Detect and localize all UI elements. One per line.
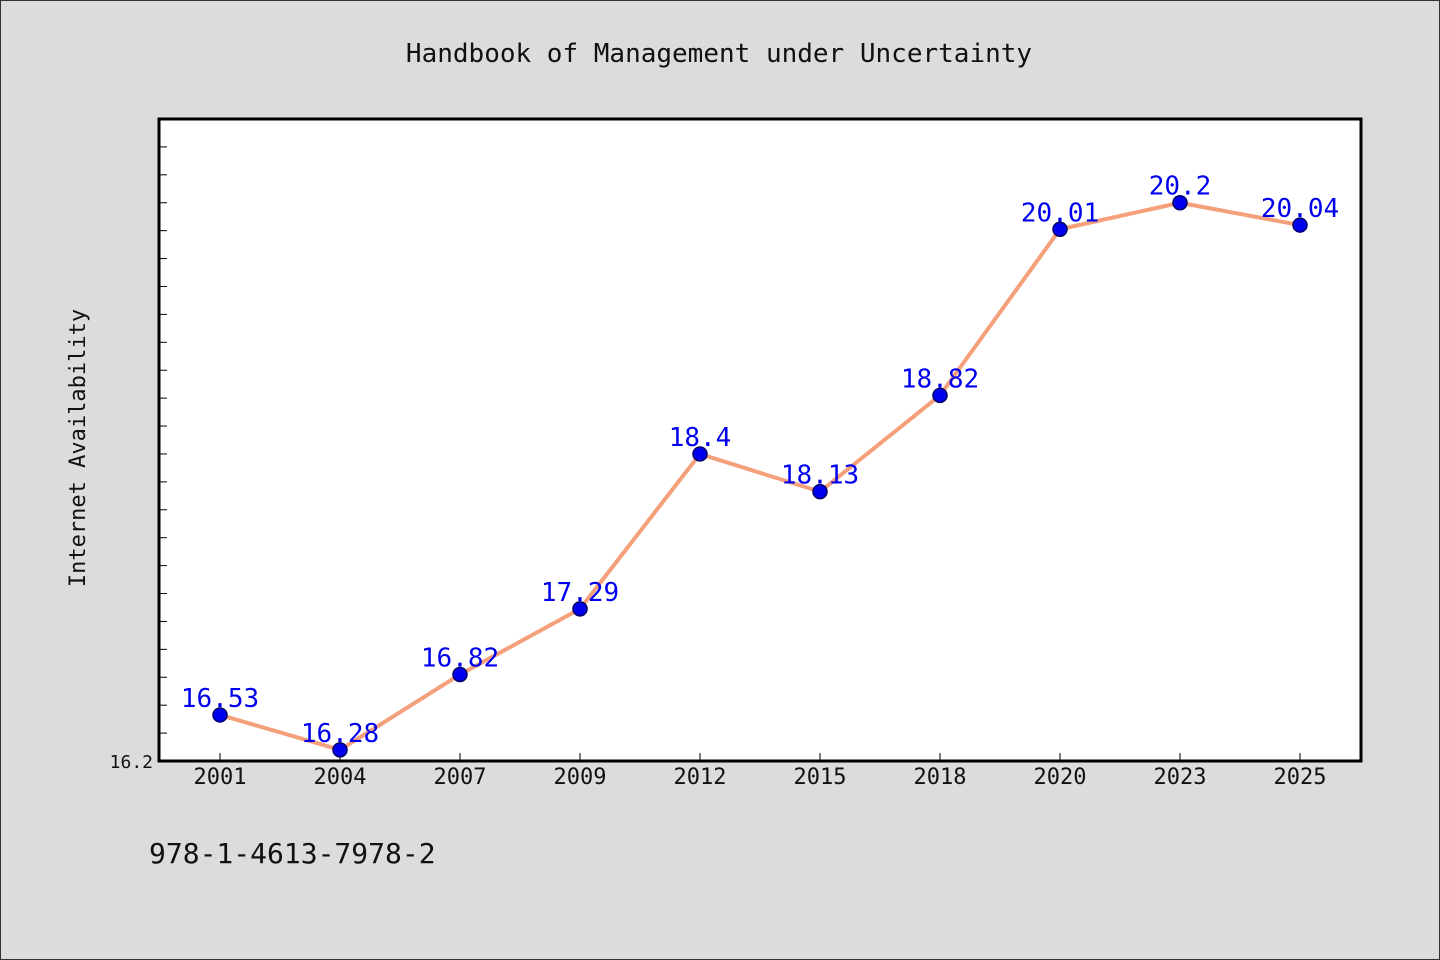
x-axis-ticks bbox=[219, 753, 1301, 761]
x-tick-label: 2001 bbox=[194, 765, 247, 790]
data-label: 20.01 bbox=[1021, 198, 1099, 228]
x-tick-label: 2015 bbox=[794, 765, 847, 790]
data-point bbox=[812, 483, 828, 500]
data-point bbox=[452, 666, 468, 683]
x-tick-label: 2009 bbox=[554, 765, 607, 790]
data-point bbox=[332, 742, 348, 758]
data-label: 17.29 bbox=[541, 578, 619, 608]
data-label: 20.04 bbox=[1261, 194, 1339, 224]
x-tick-label: 2023 bbox=[1154, 765, 1207, 790]
data-point bbox=[212, 707, 228, 723]
series-line bbox=[219, 200, 1301, 752]
data-label: 16.82 bbox=[421, 643, 499, 673]
data-point bbox=[932, 387, 948, 404]
data-labels: 16.53 16.28 16.82 17.29 18.4 18.13 18.82 20.01 2… bbox=[181, 172, 1339, 749]
data-label: 18.13 bbox=[781, 461, 859, 491]
x-tick-label: 2025 bbox=[1274, 765, 1327, 790]
isbn-footer: 978-1-4613-7978-2 bbox=[149, 837, 436, 870]
data-label: 18.4 bbox=[669, 423, 732, 453]
data-point bbox=[1292, 217, 1308, 233]
y-axis-ticks bbox=[159, 146, 167, 734]
x-tick-label: 2018 bbox=[914, 765, 967, 790]
x-tick-label: 2020 bbox=[1034, 765, 1087, 790]
y-tick-label: 16.2 bbox=[110, 752, 153, 773]
x-tick-label: 2004 bbox=[314, 765, 367, 790]
plot-area bbox=[157, 117, 1363, 763]
x-axis-tick-labels: 2001 2004 2007 2009 2012 2015 2018 2020 2023 2025 bbox=[194, 765, 1327, 790]
data-label: 16.28 bbox=[301, 719, 379, 749]
data-point bbox=[1172, 194, 1188, 211]
x-tick-label: 2012 bbox=[674, 765, 727, 790]
data-point bbox=[572, 601, 588, 617]
y-axis-label: Internet Availability bbox=[66, 309, 91, 587]
data-point-markers bbox=[212, 194, 1308, 758]
data-label: 18.82 bbox=[901, 364, 979, 394]
data-point bbox=[692, 446, 708, 462]
data-label: 16.53 bbox=[181, 684, 259, 714]
data-point bbox=[1052, 221, 1068, 238]
chart-title: Handbook of Management under Uncertainty bbox=[406, 39, 1032, 69]
x-tick-label: 2007 bbox=[434, 765, 487, 790]
data-label: 20.2 bbox=[1149, 172, 1212, 202]
